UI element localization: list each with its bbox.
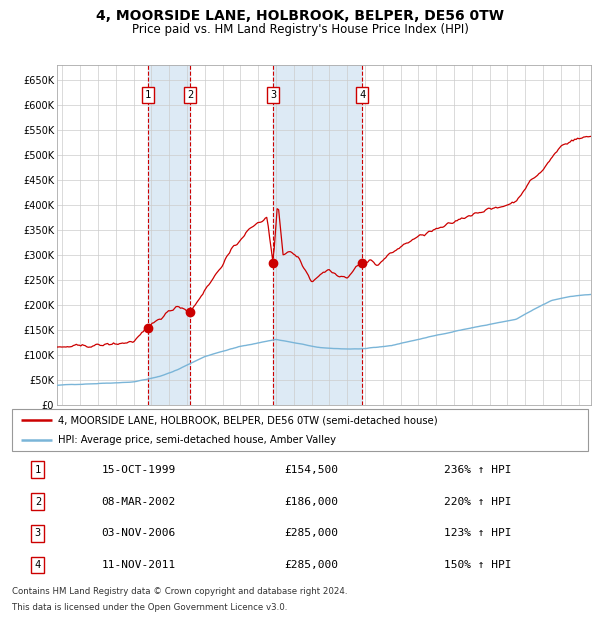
- Text: 220% ↑ HPI: 220% ↑ HPI: [444, 497, 511, 507]
- Text: 4: 4: [35, 560, 41, 570]
- Text: 123% ↑ HPI: 123% ↑ HPI: [444, 528, 511, 538]
- Text: £186,000: £186,000: [284, 497, 338, 507]
- Text: 3: 3: [35, 528, 41, 538]
- Text: 4, MOORSIDE LANE, HOLBROOK, BELPER, DE56 0TW (semi-detached house): 4, MOORSIDE LANE, HOLBROOK, BELPER, DE56…: [58, 415, 438, 425]
- Text: This data is licensed under the Open Government Licence v3.0.: This data is licensed under the Open Gov…: [12, 603, 287, 612]
- Text: £285,000: £285,000: [284, 528, 338, 538]
- Bar: [148, 65, 190, 405]
- Text: 4, MOORSIDE LANE, HOLBROOK, BELPER, DE56 0TW: 4, MOORSIDE LANE, HOLBROOK, BELPER, DE56…: [96, 9, 504, 24]
- Text: £154,500: £154,500: [284, 465, 338, 475]
- Bar: [273, 65, 362, 405]
- Text: Price paid vs. HM Land Registry's House Price Index (HPI): Price paid vs. HM Land Registry's House …: [131, 23, 469, 36]
- Text: 11-NOV-2011: 11-NOV-2011: [101, 560, 176, 570]
- Text: Contains HM Land Registry data © Crown copyright and database right 2024.: Contains HM Land Registry data © Crown c…: [12, 587, 347, 596]
- FancyBboxPatch shape: [12, 409, 588, 451]
- Text: HPI: Average price, semi-detached house, Amber Valley: HPI: Average price, semi-detached house,…: [58, 435, 336, 445]
- Text: 2: 2: [187, 90, 193, 100]
- Text: 150% ↑ HPI: 150% ↑ HPI: [444, 560, 511, 570]
- Text: 1: 1: [35, 465, 41, 475]
- Text: 1: 1: [145, 90, 151, 100]
- Text: 15-OCT-1999: 15-OCT-1999: [101, 465, 176, 475]
- Text: 2: 2: [35, 497, 41, 507]
- Text: 236% ↑ HPI: 236% ↑ HPI: [444, 465, 511, 475]
- Text: 4: 4: [359, 90, 365, 100]
- Text: 03-NOV-2006: 03-NOV-2006: [101, 528, 176, 538]
- Text: 3: 3: [270, 90, 276, 100]
- Text: 08-MAR-2002: 08-MAR-2002: [101, 497, 176, 507]
- Text: £285,000: £285,000: [284, 560, 338, 570]
